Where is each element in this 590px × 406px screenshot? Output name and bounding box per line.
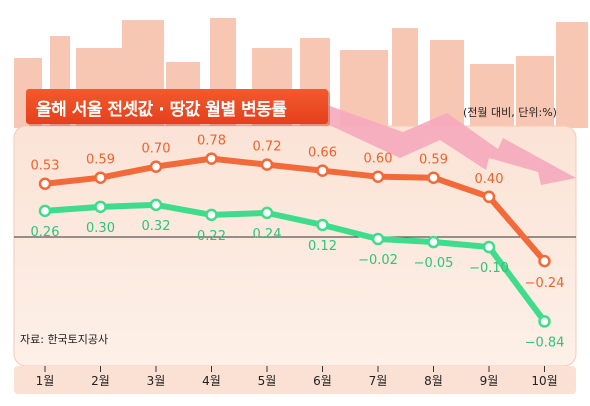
data-label: −0.10 (469, 261, 509, 276)
data-point (371, 170, 385, 183)
x-tick-label: 1월 (36, 374, 55, 388)
data-point (316, 218, 329, 232)
data-point (260, 158, 274, 171)
series-line (42, 201, 548, 325)
data-label: 0.12 (308, 239, 337, 254)
data-label: −0.05 (414, 256, 454, 271)
data-label: 0.40 (475, 172, 504, 187)
data-label: 0.72 (253, 140, 282, 155)
data-point (538, 254, 551, 268)
title-banner (26, 89, 328, 124)
x-tick-label: 10월 (531, 374, 557, 388)
data-label: 0.59 (419, 153, 448, 168)
data-point (260, 206, 274, 220)
data-label: 0.53 (31, 159, 60, 174)
data-point (149, 160, 163, 173)
data-label: 0.78 (197, 134, 226, 149)
data-point (38, 177, 52, 190)
data-label: 0.26 (31, 225, 60, 240)
data-point (427, 171, 440, 184)
x-tick-label: 6월 (313, 374, 332, 388)
x-axis-band (14, 366, 576, 394)
data-point (482, 190, 496, 204)
data-point (538, 315, 551, 328)
x-tick-label: 9월 (480, 374, 499, 388)
data-label: 0.59 (86, 153, 115, 168)
x-tick-label: 2월 (91, 374, 110, 388)
data-label: 0.32 (142, 219, 171, 234)
data-point (205, 152, 218, 165)
x-tick-label: 4월 (202, 374, 221, 388)
data-label: 0.70 (142, 142, 171, 157)
x-axis-ticks (44, 366, 545, 372)
data-point (38, 204, 52, 218)
series-line (42, 155, 548, 265)
data-point (149, 198, 163, 212)
x-axis-labels: 1월 2월 3월 4월 5월 6월 7월 8월 9월 10월 (36, 374, 558, 388)
data-point (371, 232, 385, 246)
data-point (427, 235, 440, 249)
x-tick-label: 5월 (258, 374, 277, 388)
data-label: 0.66 (308, 146, 337, 161)
trend-arrow (310, 99, 576, 185)
data-label: −0.84 (525, 335, 565, 350)
data-point (94, 171, 107, 184)
data-label: −0.02 (358, 253, 398, 268)
unit-note: (전월 대비, 단위:%) (463, 106, 557, 119)
x-tick-label: 8월 (424, 374, 443, 388)
data-label: 0.30 (86, 221, 115, 236)
x-tick-label: 7월 (369, 374, 388, 388)
series-layer: 0.53 0.59 0.70 0.78 0.72 0.66 0.60 0.59 0.40 −0.2… (31, 134, 565, 351)
data-label: 0.24 (253, 227, 282, 242)
chart-title: 올해 서울 전셋값 · 땅값 월별 변동률 (36, 100, 287, 120)
data-label: 0.22 (197, 229, 226, 244)
x-tick-label: 3월 (147, 374, 166, 388)
data-point (316, 164, 329, 177)
data-label: −0.24 (525, 276, 565, 291)
data-point (94, 200, 107, 214)
data-point (482, 240, 496, 254)
data-point (205, 208, 218, 222)
source-note: 자료: 한국토지공사 (20, 333, 109, 346)
data-label: 0.60 (364, 152, 393, 167)
